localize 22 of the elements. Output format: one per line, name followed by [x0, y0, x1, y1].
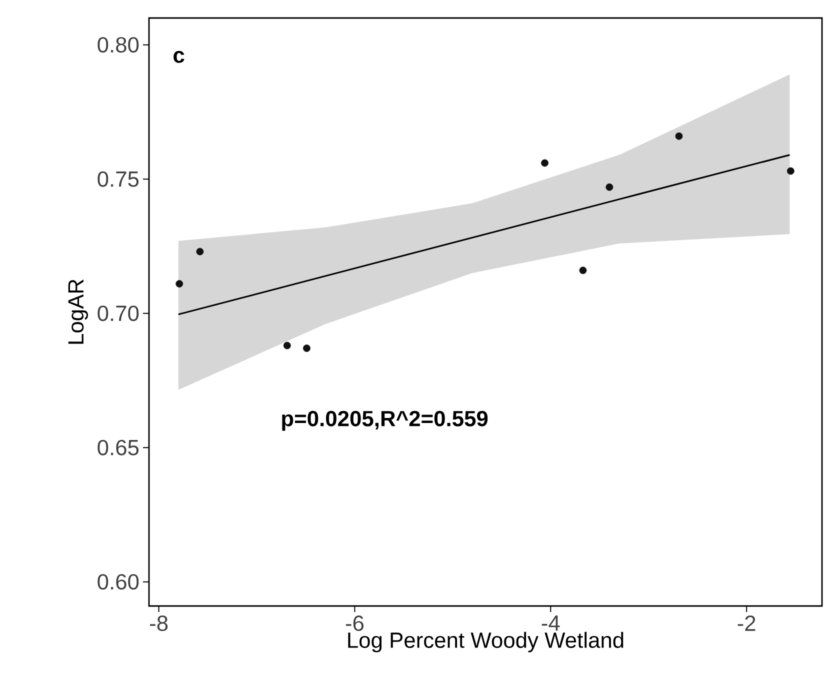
- y-tick-label: 0.60: [98, 574, 139, 590]
- x-tick-label: -4: [542, 616, 560, 631]
- point: [579, 266, 587, 274]
- x-axis-title: Log Percent Woody Wetland: [348, 632, 624, 652]
- point: [675, 132, 683, 140]
- y-tick-label: 0.65: [98, 440, 139, 456]
- point: [541, 159, 548, 167]
- annotation: c: [174, 50, 184, 63]
- point: [606, 183, 614, 191]
- y-tick-label: 0.70: [98, 306, 139, 322]
- point: [196, 248, 204, 256]
- x-tick-label: -2: [738, 616, 756, 631]
- point: [176, 280, 184, 288]
- annotation: p=0.0205,R^2=0.559: [282, 410, 488, 431]
- y-tick-label: 0.80: [98, 37, 139, 53]
- y-axis-title: LogAR: [68, 280, 88, 344]
- point: [786, 167, 794, 175]
- point: [303, 344, 310, 352]
- x-tick-label: -8: [150, 616, 168, 632]
- x-tick-label: -6: [346, 616, 364, 632]
- y-tick-label: 0.75: [98, 171, 139, 187]
- point: [283, 342, 291, 350]
